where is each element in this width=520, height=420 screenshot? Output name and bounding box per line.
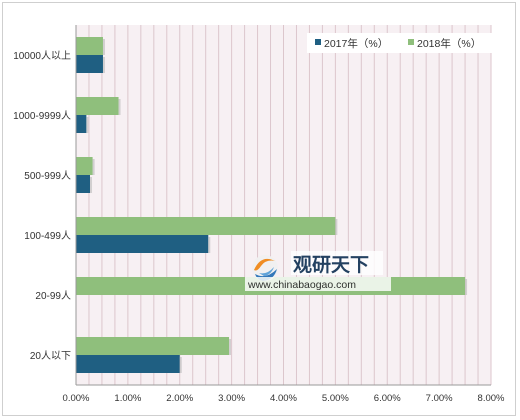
bar-2018-1 <box>76 97 119 115</box>
chart-frame: 10000人以上 1000-9999人 500-999人 100-499人 20-99人… <box>2 2 516 416</box>
bar-2018-0 <box>76 37 103 55</box>
x-tick-labels: 0.00% 1.00% 2.00% 3.00% 4.00% 5.00% 6.00% 7.00%… <box>63 393 505 404</box>
bar-2017-0 <box>76 55 103 73</box>
bar-shadow <box>179 357 182 373</box>
watermark-url: www.chinabaogao.com <box>247 279 356 291</box>
x-tick-label: 2.00% <box>166 393 193 404</box>
bar-2018-2 <box>76 157 93 175</box>
watermark-brand: 观研天下 <box>293 254 369 276</box>
x-tick-label: 8.00% <box>478 393 505 404</box>
category-labels: 10000人以上 1000-9999人 500-999人 100-499人 20-99人… <box>13 50 71 362</box>
category-label: 500-999人 <box>24 170 71 182</box>
bar-chart: 10000人以上 1000-9999人 500-999人 100-499人 20-99人… <box>13 25 505 404</box>
x-tick-label: 7.00% <box>426 393 453 404</box>
bar-2018-3 <box>76 217 336 235</box>
bar-shadow <box>102 39 105 55</box>
x-tick-label: 3.00% <box>218 393 245 404</box>
category-label: 100-499人 <box>24 230 71 242</box>
bar-shadow <box>102 57 105 73</box>
x-tick-label: 1.00% <box>114 393 141 404</box>
x-tick-label: 5.00% <box>322 393 349 404</box>
bar-shadow <box>208 237 211 253</box>
bar-2017-5 <box>76 355 180 373</box>
bar-shadow <box>86 117 89 133</box>
bar-2017-3 <box>76 235 209 253</box>
bar-shadow <box>335 219 338 235</box>
category-label: 20人以下 <box>30 350 71 362</box>
bar-shadow <box>118 99 121 115</box>
x-tick-label: 4.00% <box>270 393 297 404</box>
bar-2017-1 <box>76 115 87 133</box>
legend-box <box>307 33 497 53</box>
category-label: 20-99人 <box>35 290 71 302</box>
legend: 2017年（%） 2018年（%） <box>307 33 497 53</box>
bar-shadow <box>92 159 95 175</box>
watermark: 观研天下 www.chinabaogao.com <box>245 251 391 291</box>
bar-shadow <box>90 177 93 193</box>
bar-shadow <box>465 279 468 295</box>
gridlines <box>88 25 492 385</box>
legend-swatch-2018 <box>408 39 414 45</box>
bar-2017-2 <box>76 175 91 193</box>
legend-swatch-2017 <box>315 39 321 45</box>
bar-2018-5 <box>76 337 230 355</box>
legend-label-2018: 2018年（%） <box>417 37 481 50</box>
x-tick-label: 0.00% <box>63 393 90 404</box>
bar-shadow <box>229 339 232 355</box>
category-label: 10000人以上 <box>13 50 71 62</box>
x-tick-label: 6.00% <box>374 393 401 404</box>
category-label: 1000-9999人 <box>13 110 71 122</box>
legend-label-2017: 2017年（%） <box>324 37 388 50</box>
